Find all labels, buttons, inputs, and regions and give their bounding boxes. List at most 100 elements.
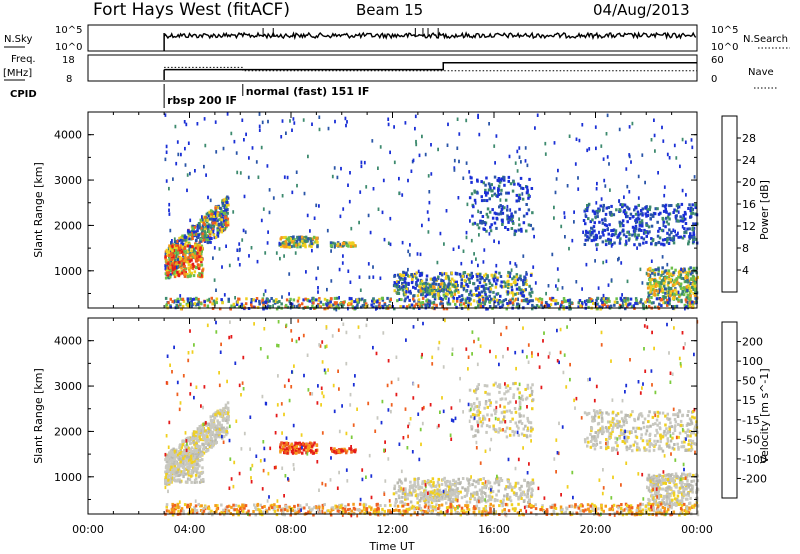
- echo-cell: [689, 277, 693, 281]
- echo-cell: [290, 245, 293, 249]
- echo-cell: [512, 393, 516, 397]
- echo-cell: [626, 220, 629, 224]
- noise-cell: [604, 184, 607, 188]
- echo-cell: [514, 210, 517, 214]
- echo-cell: [614, 229, 618, 233]
- echo-cell: [523, 433, 526, 437]
- echo-cell: [485, 430, 488, 434]
- noise-cell: [208, 297, 211, 302]
- noise-cell: [387, 122, 390, 127]
- echo-cell: [202, 479, 205, 483]
- echo-cell: [215, 431, 218, 434]
- noise-cell: [398, 176, 400, 181]
- noise-cell: [281, 119, 284, 123]
- noise-cell: [447, 297, 450, 301]
- echo-cell: [192, 457, 195, 461]
- echo-cell: [660, 273, 663, 277]
- echo-cell: [226, 221, 230, 225]
- echo-cell: [170, 455, 174, 459]
- echo-cell: [675, 291, 679, 295]
- noise-cell: [311, 248, 313, 253]
- echo-cell: [201, 478, 205, 481]
- echo-cell: [480, 221, 484, 225]
- echo-cell: [685, 300, 688, 304]
- echo-cell: [497, 212, 500, 216]
- noise-cell: [226, 112, 229, 116]
- echo-cell: [186, 304, 189, 308]
- echo-cell: [218, 206, 222, 210]
- echo-cell: [185, 459, 188, 463]
- noise-cell: [184, 146, 186, 151]
- echo-cell: [332, 241, 335, 245]
- noise-cell: [533, 234, 535, 239]
- echo-cell: [205, 233, 208, 237]
- echo-cell: [567, 299, 570, 303]
- echo-cell: [482, 498, 485, 502]
- noise-cell: [475, 257, 477, 261]
- echo-cell: [394, 498, 398, 501]
- echo-cell: [378, 301, 381, 305]
- echo-cell: [184, 258, 187, 262]
- echo-cell: [431, 294, 435, 298]
- echo-cell: [166, 254, 169, 257]
- noise-cell: [514, 262, 517, 266]
- echo-cell: [227, 297, 230, 301]
- echo-cell: [622, 299, 626, 303]
- echo-cell: [674, 268, 677, 272]
- noise-cell: [460, 261, 463, 266]
- echo-cell: [601, 240, 605, 244]
- echo-cell: [494, 305, 498, 309]
- echo-cell: [470, 427, 474, 431]
- echo-cell: [640, 219, 644, 223]
- echo-cell: [402, 292, 406, 296]
- echo-cell: [211, 302, 214, 306]
- noise-cell: [379, 145, 382, 149]
- echo-cell: [173, 468, 176, 472]
- nsky-panel: N.Sky 10^5 10^0 10^5 10^0 N.Search: [4, 24, 790, 53]
- echo-cell: [183, 272, 186, 276]
- echo-cell: [497, 193, 500, 197]
- noise-cell: [573, 220, 575, 224]
- echo-cell: [284, 235, 287, 239]
- echo-cell: [644, 230, 647, 234]
- echo-cell: [202, 434, 205, 438]
- echo-cell: [465, 500, 469, 504]
- echo-cell: [563, 300, 566, 304]
- cpid-row: CPID rbsp 200 IF normal (fast) 151 IF: [10, 84, 369, 108]
- echo-cell: [262, 302, 265, 306]
- echo-cell: [690, 285, 694, 289]
- echo-cell: [422, 289, 425, 293]
- echo-cell: [657, 229, 660, 233]
- echo-cell: [499, 397, 502, 401]
- echo-cell: [666, 303, 669, 307]
- echo-cell: [417, 486, 420, 490]
- echo-cell: [440, 300, 443, 304]
- echo-cell: [515, 492, 518, 496]
- echo-cell: [672, 241, 676, 245]
- echo-cell: [481, 486, 484, 490]
- noise-cell: [485, 307, 487, 311]
- echo-cell: [194, 239, 198, 243]
- echo-cell: [602, 209, 605, 213]
- echo-cell: [649, 278, 652, 282]
- echo-cell: [486, 405, 489, 409]
- echo-cell: [495, 477, 498, 481]
- echo-cell: [513, 278, 517, 282]
- echo-cell: [684, 305, 688, 309]
- echo-cell: [659, 211, 662, 215]
- echo-cell: [196, 244, 200, 248]
- echo-cell: [520, 432, 524, 436]
- echo-cell: [179, 246, 182, 250]
- noise-cell: [588, 147, 591, 151]
- echo-cell: [164, 466, 168, 470]
- echo-cell: [600, 297, 604, 301]
- noise-cell: [465, 274, 468, 279]
- echo-cell: [504, 226, 507, 229]
- echo-cell: [488, 305, 492, 308]
- echo-cell: [672, 235, 676, 239]
- echo-cell: [646, 298, 649, 302]
- echo-cell: [205, 437, 208, 440]
- echo-cell: [275, 298, 278, 302]
- echo-cell: [226, 223, 230, 227]
- echo-cell: [493, 300, 497, 304]
